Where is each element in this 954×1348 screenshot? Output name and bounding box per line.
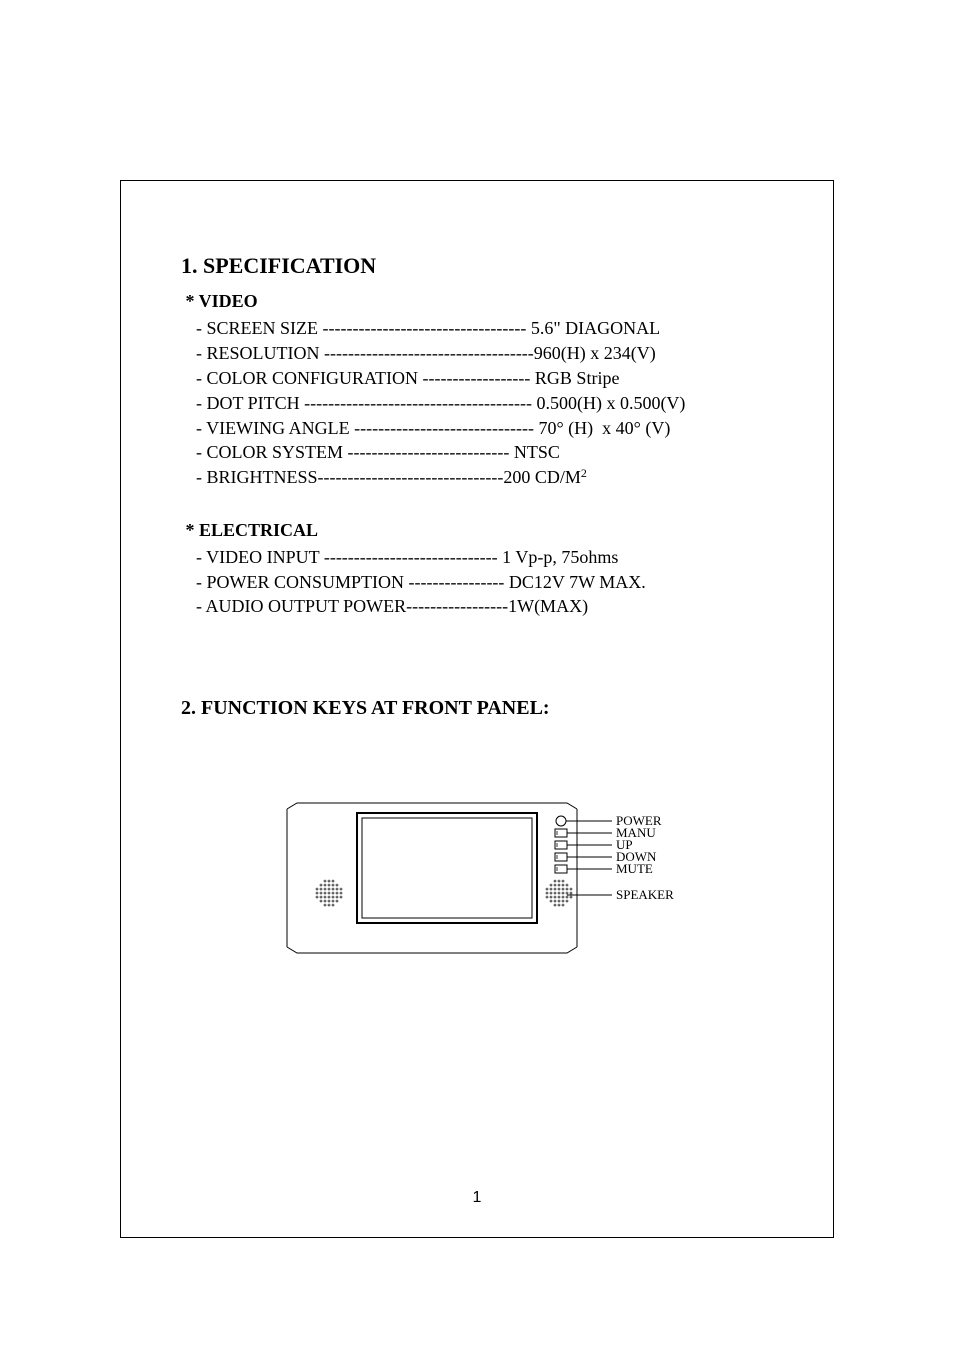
electrical-spec-block: - VIDEO INPUT --------------------------… — [187, 545, 793, 619]
spec-label: - COLOR SYSTEM — [187, 440, 348, 465]
spec-dashes: ---------------------------------- — [323, 316, 527, 341]
spec-label: - POWER CONSUMPTION — [187, 570, 409, 595]
video-heading-text: * VIDEO — [186, 291, 258, 311]
section-1-title: 1. SPECIFICATION — [181, 251, 793, 281]
spec-value: 1 Vp-p, 75ohms — [498, 545, 619, 570]
spec-value: DC12V 7W MAX. — [504, 570, 645, 595]
page-number: 1 — [121, 1189, 833, 1207]
spec-line: - COLOR CONFIGURATION ------------------… — [187, 366, 793, 391]
spec-line: - POWER CONSUMPTION ---------------- DC1… — [187, 570, 793, 595]
spec-label: - BRIGHTNESS — [187, 465, 318, 490]
spec-line: - VIDEO INPUT --------------------------… — [187, 545, 793, 570]
spec-dashes: --------------------------- — [348, 440, 510, 465]
video-heading: * VIDEO — [181, 289, 793, 314]
page: 1. SPECIFICATION * VIDEO - SCREEN SIZE -… — [0, 0, 954, 1348]
spec-value: 960(H) x 234(V) — [534, 341, 656, 366]
spec-label: - VIDEO INPUT — [187, 545, 324, 570]
spec-value: 70° (H) x 40° (V) — [534, 416, 670, 441]
spec-dashes: ----------------------------------- — [324, 341, 534, 366]
spec-line: - RESOLUTION ---------------------------… — [187, 341, 793, 366]
spec-dashes: ----------------------------- — [324, 545, 498, 570]
spec-line: - AUDIO OUTPUT POWER-----------------1W(… — [187, 594, 793, 619]
video-spec-block: - SCREEN SIZE --------------------------… — [187, 316, 793, 490]
spec-line: - BRIGHTNESS----------------------------… — [187, 465, 793, 490]
front-panel-diagram: POWERMANUUPDOWNMUTESPEAKER — [181, 783, 793, 983]
spec-value: RGB Stripe — [530, 366, 619, 391]
spec-value: 1W(MAX) — [508, 594, 588, 619]
electrical-heading: * ELECTRICAL — [181, 518, 793, 543]
content-area: 1. SPECIFICATION * VIDEO - SCREEN SIZE -… — [121, 181, 833, 1003]
spec-line: - SCREEN SIZE --------------------------… — [187, 316, 793, 341]
spec-value: 0.500(H) x 0.500(V) — [532, 391, 685, 416]
page-frame: 1. SPECIFICATION * VIDEO - SCREEN SIZE -… — [120, 180, 834, 1238]
spec-dashes: ------------------------------ — [354, 416, 534, 441]
spec-label: - VIEWING ANGLE — [187, 416, 354, 441]
spec-label: - SCREEN SIZE — [187, 316, 323, 341]
spec-label: - RESOLUTION — [187, 341, 324, 366]
spec-label: - AUDIO OUTPUT POWER — [187, 594, 406, 619]
spec-dashes: ----------------- — [406, 594, 508, 619]
spec-value-subscript: 2 — [581, 465, 587, 490]
spec-dashes: -------------------------------------- — [304, 391, 532, 416]
spec-dashes: ------------------ — [423, 366, 531, 391]
spec-dashes: ---------------- — [409, 570, 505, 595]
spec-value: 200 CD/M — [503, 465, 581, 490]
section-2-title: 2. FUNCTION KEYS AT FRONT PANEL: — [181, 695, 793, 723]
spec-value: 5.6" DIAGONAL — [526, 316, 660, 341]
electrical-heading-text: * ELECTRICAL — [186, 520, 319, 540]
spec-line: - VIEWING ANGLE ------------------------… — [187, 416, 793, 441]
spec-label: - COLOR CONFIGURATION — [187, 366, 423, 391]
spec-line: - DOT PITCH ----------------------------… — [187, 391, 793, 416]
spec-line: - COLOR SYSTEM -------------------------… — [187, 440, 793, 465]
spec-value: NTSC — [509, 440, 560, 465]
front-panel-svg: POWERMANUUPDOWNMUTESPEAKER — [277, 783, 697, 983]
spec-dashes: ------------------------------- — [318, 465, 504, 490]
svg-text:MUTE: MUTE — [616, 861, 653, 876]
spec-label: - DOT PITCH — [187, 391, 304, 416]
svg-text:SPEAKER: SPEAKER — [616, 887, 674, 902]
